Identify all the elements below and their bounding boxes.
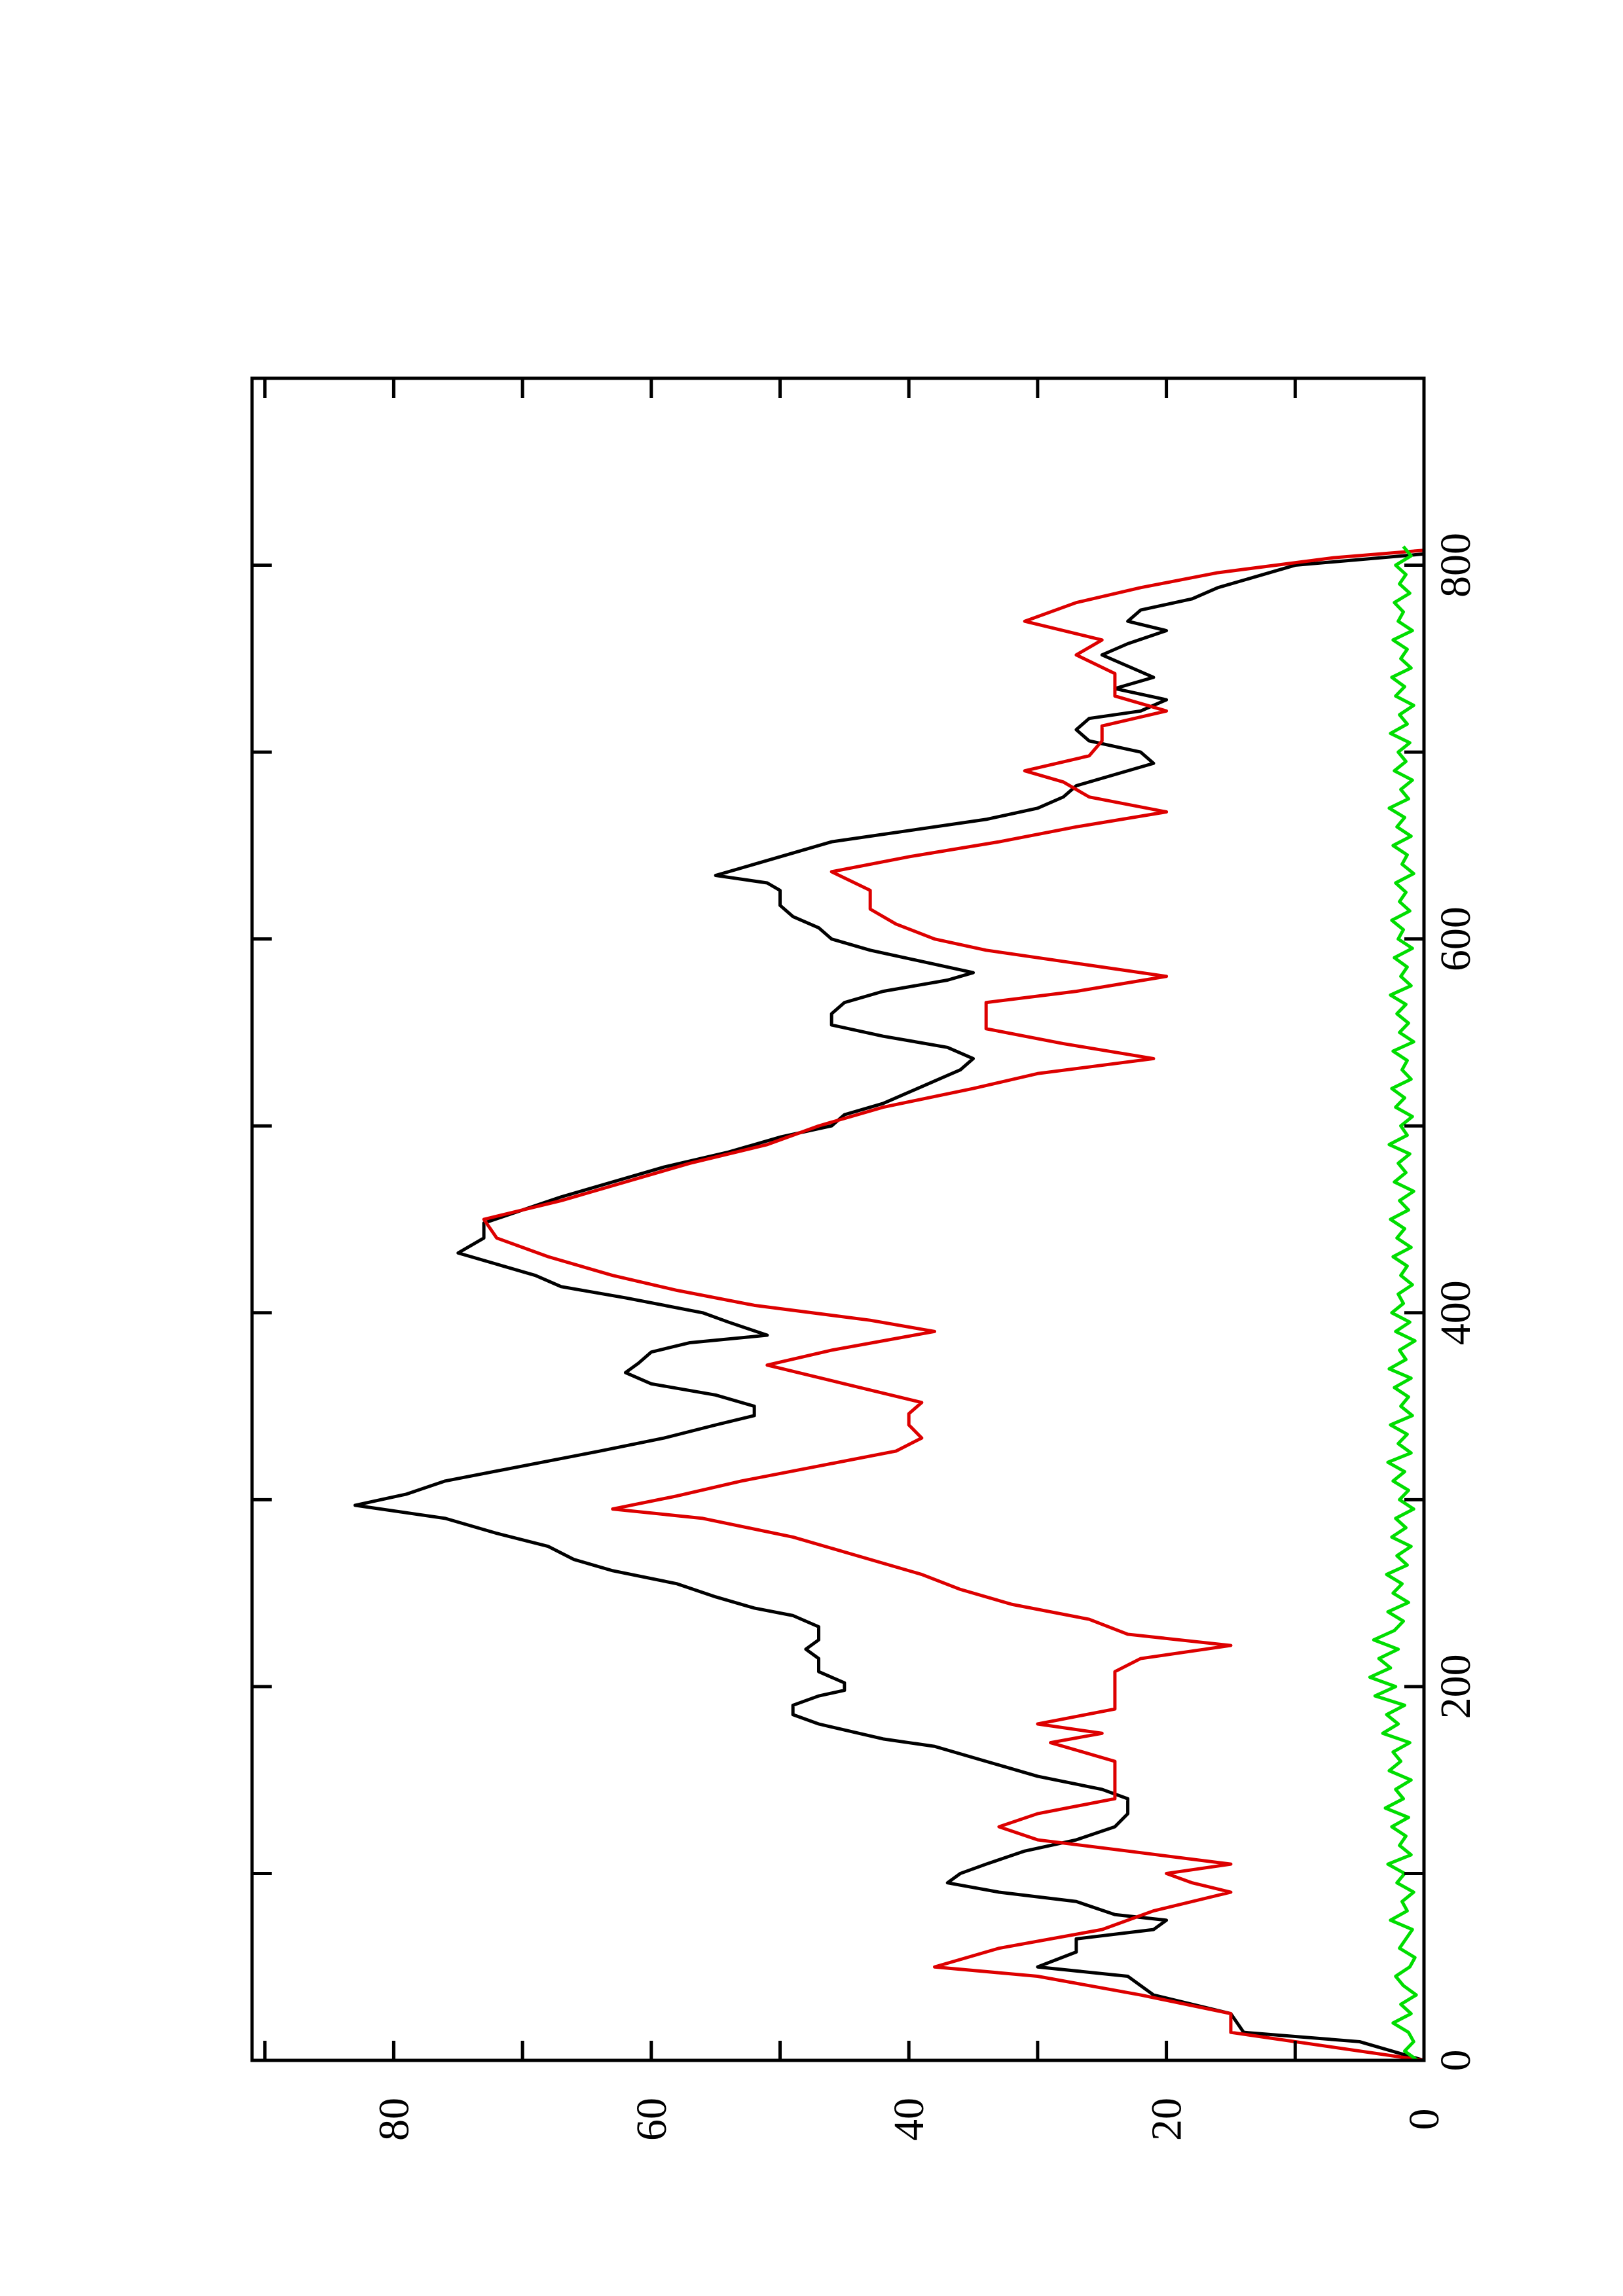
series-layer (353, 545, 1425, 2062)
x-tick-label: 600 (1432, 906, 1480, 971)
label-layer: 0 200 400 600 800 0 20 40 60 80 (370, 533, 1480, 2141)
y-tick-label: 60 (628, 2098, 676, 2141)
x-tick-label: 0 (1432, 2050, 1480, 2072)
x-tick-label: 200 (1432, 1654, 1480, 1719)
x-tick-label: 800 (1432, 533, 1480, 598)
plot-frame (250, 376, 1426, 2062)
y-tick-label: 20 (1143, 2098, 1191, 2141)
x-tick-label: 400 (1432, 1280, 1480, 1345)
series-line-3 (1368, 545, 1419, 2062)
y-tick-label: 80 (370, 2098, 418, 2141)
series-line-2 (482, 548, 1425, 2062)
y-tick-label: 0 (1400, 2109, 1448, 2130)
y-tick-label: 40 (885, 2098, 933, 2141)
tick-layer (252, 376, 1426, 2062)
